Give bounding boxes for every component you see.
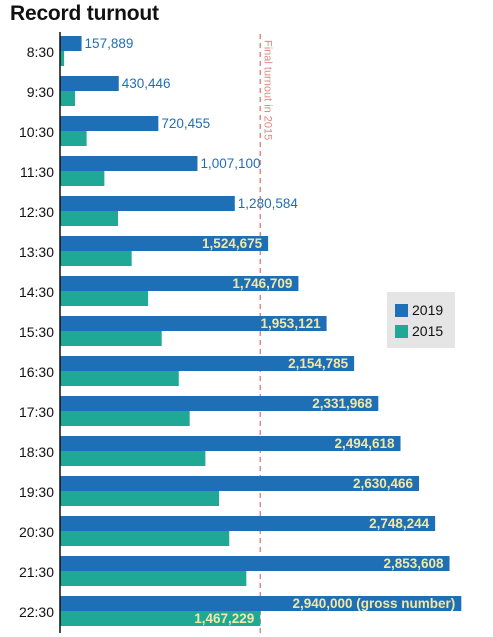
data-label-2019: 430,446 — [122, 76, 171, 91]
data-label-2019: 2,630,466 — [353, 476, 414, 491]
time-label: 9:30 — [27, 84, 54, 100]
time-label: 11:30 — [20, 164, 54, 180]
data-label-2019: 2,331,968 — [312, 396, 373, 411]
reference-line-label: Final turnout in 2015 — [261, 40, 273, 140]
bar-2019 — [60, 236, 269, 251]
time-label: 17:30 — [19, 404, 54, 420]
time-label: 19:30 — [19, 484, 54, 500]
data-label-2019: 2,494,618 — [334, 436, 395, 451]
bar-2015 — [60, 411, 190, 426]
data-label-2019: 1,746,709 — [232, 276, 292, 291]
reference-line-group: Final turnout in 2015 — [259, 34, 273, 633]
bar-2015 — [60, 51, 65, 66]
chart-title: Record turnout — [10, 2, 159, 25]
data-label-2019: 2,154,785 — [288, 356, 349, 371]
legend-swatch-2019 — [395, 303, 408, 317]
legend-item-2015: 2015 — [395, 323, 443, 339]
bar-2019 — [60, 556, 450, 571]
time-label: 21:30 — [19, 564, 54, 580]
bar-2015 — [60, 171, 105, 186]
time-label: 13:30 — [19, 244, 54, 260]
bar-2019 — [60, 156, 198, 171]
data-label-2019: 720,455 — [161, 116, 210, 131]
bar-2015 — [60, 131, 87, 146]
data-label-2019: 1,953,121 — [261, 316, 322, 331]
data-label-2019: 2,853,608 — [383, 556, 444, 571]
legend-swatch-2015 — [395, 324, 408, 338]
legend-label-2015: 2015 — [412, 323, 444, 339]
time-label: 22:30 — [19, 604, 54, 620]
bar-2015 — [60, 491, 220, 506]
bar-2019 — [60, 76, 119, 91]
bar-2015 — [60, 251, 132, 266]
bar-2015 — [60, 211, 119, 226]
bar-2015 — [60, 91, 76, 106]
bar-2015 — [60, 571, 247, 586]
bar-2019 — [60, 36, 82, 51]
time-label: 15:30 — [19, 324, 54, 340]
bar-2015 — [60, 611, 261, 626]
bar-2015 — [60, 331, 162, 346]
time-label: 16:30 — [19, 364, 54, 380]
data-label-2019: 1,280,584 — [238, 196, 299, 211]
data-label-2019: 1,007,100 — [200, 156, 260, 171]
bar-2015 — [60, 531, 230, 546]
time-label: 10:30 — [19, 124, 54, 140]
data-label-2019: 1,524,675 — [202, 236, 263, 251]
bar-2019 — [60, 316, 327, 331]
time-label: 18:30 — [19, 444, 54, 460]
bar-2019 — [60, 116, 159, 131]
time-label: 12:30 — [19, 204, 54, 220]
time-label: 8:30 — [27, 44, 54, 60]
time-label: 20:30 — [19, 524, 54, 540]
time-label: 14:30 — [19, 284, 54, 300]
bar-2019 — [60, 276, 299, 291]
legend-label-2019: 2019 — [412, 302, 444, 318]
labels-group: 8:30 157,889 9:30 430,446 10:30 720,455 11:30 1… — [19, 36, 455, 626]
bar-2015 — [60, 291, 149, 306]
bar-2019 — [60, 476, 420, 491]
bar-2019 — [60, 396, 379, 411]
bar-2019 — [60, 356, 355, 371]
bar-2015 — [60, 371, 179, 386]
bar-2019 — [60, 516, 436, 531]
legend-item-2019: 2019 — [395, 302, 443, 318]
bar-2019 — [60, 596, 462, 611]
bar-2019 — [60, 196, 235, 211]
bar-2019 — [60, 436, 401, 451]
bar-2015 — [60, 451, 206, 466]
data-label-2019: 2,940,000 (gross number) — [292, 596, 455, 611]
data-label-2019: 157,889 — [85, 36, 134, 51]
data-label-2019: 2,748,244 — [369, 516, 430, 531]
legend: 2019 2015 — [387, 292, 455, 348]
data-label-2015: 1,467,229 — [194, 611, 254, 626]
bars-group — [60, 36, 462, 626]
